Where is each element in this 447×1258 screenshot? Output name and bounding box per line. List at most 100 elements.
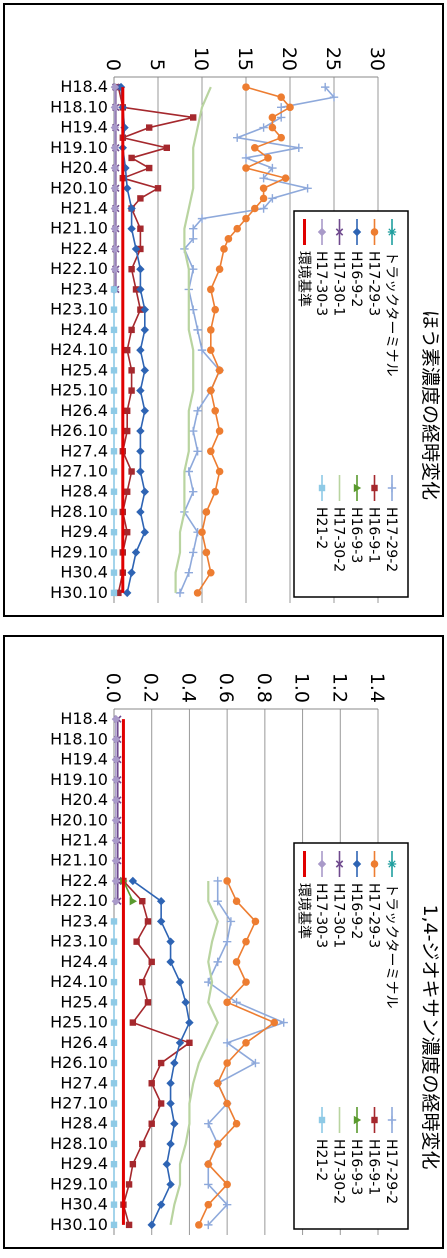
y-tick-label: 0.4: [177, 673, 199, 703]
series-h17-30-3: [110, 82, 120, 294]
y-tick-label: 0.0: [102, 673, 124, 703]
series-line: [174, 86, 212, 593]
data-point: [110, 528, 118, 536]
legend-label: H17-29-3: [366, 883, 382, 948]
x-tick-label: H29.10: [50, 1174, 108, 1193]
data-point: [207, 386, 215, 395]
data-point: [137, 245, 144, 253]
data-point: [111, 896, 121, 906]
data-point: [251, 917, 260, 926]
data-point: [215, 366, 224, 375]
data-point: [268, 123, 277, 132]
data-point: [144, 999, 152, 1006]
x-tick-label: H27.4: [60, 1073, 108, 1092]
data-point: [189, 264, 198, 274]
x-tick-label: H19.4: [60, 118, 108, 137]
x-tick-labels: H18.4H18.10H19.4H19.10H20.4H20.10H21.4H2…: [50, 709, 108, 1234]
x-tick-label: H20.10: [50, 178, 108, 197]
legend-swatch-marker: [318, 1116, 326, 1124]
data-point: [110, 488, 118, 495]
data-point: [110, 1181, 118, 1188]
legend-item: H16-9-3: [348, 475, 364, 563]
data-point: [129, 1019, 137, 1026]
x-tick-label: H19.4: [60, 750, 108, 769]
series-line: [117, 86, 194, 594]
legend-swatch-marker: [353, 1115, 362, 1125]
x-tick-label: H30.4: [60, 563, 108, 582]
data-point: [189, 426, 198, 436]
legend-swatch-marker: [352, 859, 362, 869]
data-point: [223, 877, 231, 885]
data-point: [136, 447, 145, 456]
data-point: [166, 1139, 175, 1149]
data-point: [147, 1220, 156, 1230]
data-point: [193, 325, 202, 335]
data-point: [286, 103, 294, 112]
legend-swatch-marker: [387, 859, 397, 869]
data-point: [157, 1100, 165, 1107]
data-point: [232, 1119, 241, 1128]
legend-item: H17-29-3: [366, 219, 382, 316]
data-point: [184, 568, 193, 577]
data-point: [222, 1038, 232, 1048]
series-h17-29-2: [204, 876, 288, 1230]
legend-item: 環境基準: [296, 851, 313, 939]
data-point: [127, 224, 136, 233]
y-tick-label: 1.2: [328, 673, 350, 703]
data-point: [128, 387, 135, 394]
data-point: [259, 123, 268, 132]
y-tick-labels: 0 5 10 15 20 25 30: [102, 47, 388, 71]
legend-label: トラックターミナル: [383, 883, 399, 1008]
data-point: [211, 407, 219, 415]
data-point: [198, 528, 206, 536]
legend-swatch-marker: [353, 483, 362, 493]
data-point: [123, 588, 132, 598]
data-point: [294, 143, 303, 153]
data-point: [111, 816, 121, 825]
x-tick-label: H22.10: [50, 891, 108, 910]
data-point: [110, 1160, 118, 1168]
data-point: [270, 1018, 279, 1027]
data-point: [110, 958, 118, 966]
legend-label: H21-2: [313, 1139, 329, 1181]
data-point: [303, 184, 312, 193]
data-point: [279, 1018, 288, 1027]
data-point: [232, 897, 241, 905]
data-point: [110, 286, 118, 293]
data-point: [127, 204, 136, 213]
data-point: [111, 735, 121, 744]
data-point: [175, 977, 185, 987]
chart-title: ほう素濃度の経時変化: [419, 310, 441, 500]
data-point: [111, 876, 121, 886]
data-point: [277, 133, 285, 142]
x-tick-label: H24.4: [60, 952, 108, 971]
series-h16-9-2: [128, 876, 194, 1230]
data-point: [110, 143, 120, 153]
x-tick-label: H28.10: [50, 1134, 108, 1153]
series-line: [198, 880, 276, 1226]
legend-item: H17-30-2: [331, 475, 347, 572]
x-tick-label: H24.10: [50, 972, 108, 991]
data-point: [223, 1180, 231, 1189]
data-point: [162, 1159, 171, 1169]
data-point: [202, 548, 211, 557]
x-tick-label: H25.10: [50, 1013, 108, 1032]
data-point: [197, 345, 207, 355]
data-point: [110, 1059, 118, 1067]
legend-item: H21-2: [313, 475, 329, 549]
data-point: [110, 918, 118, 925]
data-point: [128, 265, 135, 273]
data-point: [110, 82, 120, 92]
data-point: [110, 1019, 118, 1026]
data-point: [213, 896, 222, 906]
dioxane-chart: 1,4-ジオキサン濃度の経時変化 0.0 0.2 0.4 0.6 0.8 1.0 1.2 1.4…: [50, 673, 441, 1235]
series-line: [207, 880, 286, 1226]
legend-item: H17-30-3: [313, 851, 329, 948]
y-tick-label: 0.6: [215, 673, 237, 703]
x-tick-label: H22.10: [50, 259, 108, 278]
data-point: [193, 589, 202, 597]
legend-label: トラックターミナル: [383, 251, 399, 376]
series-line: [169, 880, 219, 1226]
data-point: [259, 173, 268, 183]
y-tick-label: 20: [278, 47, 300, 71]
